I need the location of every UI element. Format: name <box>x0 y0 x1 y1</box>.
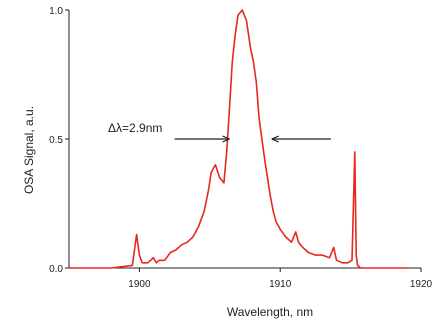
y-tick-label: 0.5 <box>49 135 63 146</box>
x-tick-label: 1910 <box>269 279 292 290</box>
x-tick-label: 1900 <box>128 279 151 290</box>
y-axis-label: OSA Signal, a.u. <box>22 106 36 194</box>
x-tick-label: 1920 <box>410 279 433 290</box>
x-axis-label: Wavelength, nm <box>227 305 313 319</box>
fwhm-arrow-right-head <box>271 135 279 143</box>
y-tick-label: 1.0 <box>49 6 63 17</box>
fwhm-annotation <box>174 135 331 143</box>
fwhm-arrow-left-head <box>222 135 230 143</box>
axis-ticks: 1900 1910 1920 0.0 0.5 1.0 <box>49 6 432 290</box>
annotation-label: Δλ=2.9nm <box>108 121 162 135</box>
y-tick-label: 0.0 <box>49 264 63 275</box>
series-line <box>69 9 407 269</box>
